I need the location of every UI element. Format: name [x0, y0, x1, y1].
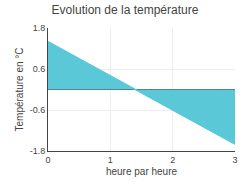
svg-text:0: 0 [45, 155, 50, 165]
svg-text:Evolution de la température: Evolution de la température [52, 3, 199, 17]
svg-text:0.6: 0.6 [33, 64, 46, 74]
svg-text:1: 1 [108, 155, 113, 165]
svg-text:Température en °C: Température en °C [14, 47, 25, 131]
svg-text:3: 3 [232, 155, 237, 165]
svg-text:heure par heure: heure par heure [106, 166, 178, 177]
svg-text:2: 2 [170, 155, 175, 165]
svg-text:-1.8: -1.8 [30, 146, 46, 156]
svg-text:1.8: 1.8 [33, 23, 46, 33]
svg-text:-0.6: -0.6 [30, 105, 46, 115]
